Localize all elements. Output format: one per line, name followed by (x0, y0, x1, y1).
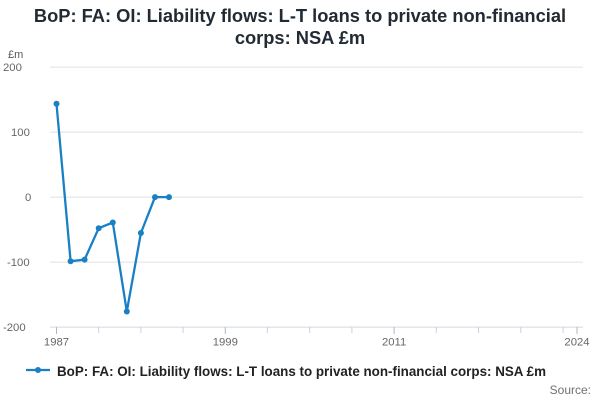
svg-text:200: 200 (3, 62, 22, 74)
svg-text:1999: 1999 (213, 337, 238, 349)
svg-text:-200: -200 (3, 322, 26, 334)
svg-text:1987: 1987 (44, 337, 69, 349)
svg-text:0: 0 (25, 192, 31, 204)
svg-text:2011: 2011 (382, 337, 406, 349)
svg-text:100: 100 (11, 127, 30, 139)
svg-text:-100: -100 (7, 257, 30, 269)
svg-text:2024: 2024 (564, 337, 589, 349)
